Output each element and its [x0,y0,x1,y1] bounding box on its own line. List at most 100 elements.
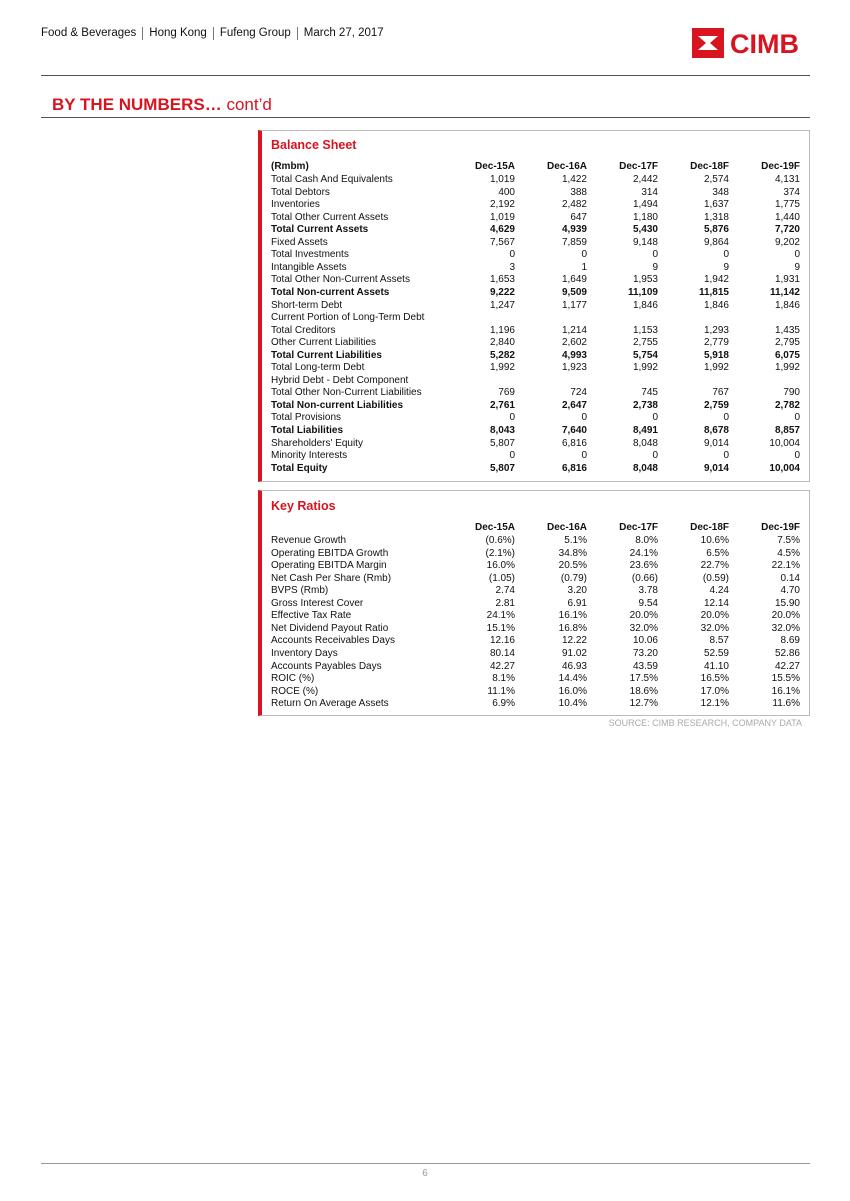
breadcrumb-item: Fufeng Group [212,27,297,40]
cell-value: 8,048 [632,437,658,449]
row-label: Inventories [271,199,320,211]
column-header: Dec-19F [761,522,800,533]
table-title: Key Ratios [271,499,336,513]
breadcrumb-item: March 27, 2017 [296,27,390,40]
cell-value: 4,939 [561,224,587,236]
cell-value: 0 [794,249,800,261]
cell-value: 5,430 [632,224,658,236]
cell-value: 9,014 [703,437,729,449]
cell-value: 4,131 [774,174,800,185]
cell-value: 17.5% [629,673,658,685]
cell-value: 20.0% [629,610,658,622]
cell-value: 388 [570,186,587,198]
row-label: Fixed Assets [271,236,328,248]
cell-value: 1,992 [489,362,515,374]
cell-value: 9,864 [703,236,729,248]
cell-value: 769 [498,387,515,399]
cell-value: 42.27 [489,660,515,672]
cell-value: 73.20 [632,647,658,659]
cell-value: 8.1% [492,673,515,685]
cell-value: 1,422 [561,174,587,185]
breadcrumb-item: Food & Beverages [41,27,137,39]
cell-value: 11,142 [769,286,800,298]
cell-value: 20.0% [771,610,800,622]
row-label: Total Equity [271,462,328,474]
logo-cut [698,36,718,50]
section-title-suffix: cont’d [226,95,272,114]
row-label: Total Cash And Equivalents [271,174,393,185]
cell-value: 8,491 [632,425,658,436]
cell-value: 0 [581,450,587,462]
cell-value: 724 [570,387,587,399]
cell-value: 5,918 [703,349,729,361]
cell-value: 24.1% [486,610,515,622]
cell-value: 2,795 [774,337,800,349]
cell-value: 11.1% [487,685,515,697]
cell-value: 0 [581,412,587,424]
cell-value: 1,177 [561,299,587,311]
row-label: Total Creditors [271,324,336,336]
cell-value: 6.5% [706,547,729,559]
row-label: Total Current Assets [271,224,369,236]
cell-value: 1,180 [632,211,658,223]
key-ratios-box [258,490,810,716]
row-label: Return On Average Assets [271,698,389,710]
cell-value: 46.93 [561,660,587,672]
cell-value: 2,755 [632,337,658,349]
section-title: BY THE NUMBERS… cont’d [52,95,272,115]
cell-value: 22.1% [771,560,800,572]
cell-value: 9 [723,261,729,273]
row-label: Total Provisions [271,412,342,424]
cell-value: 1,318 [703,211,729,223]
cell-value: 7,720 [774,224,800,236]
cell-value: (2.1%) [485,547,515,559]
cell-value: 1,846 [703,299,729,311]
row-label: Total Long-term Debt [271,362,365,374]
column-header: Dec-16A [546,522,587,533]
cell-value: 1,214 [561,324,587,336]
cell-value: 0 [509,249,515,261]
cell-value: 15.5% [771,673,800,685]
footer-rule [41,1163,810,1164]
row-label: Inventory Days [271,647,338,659]
row-label: Total Investments [271,249,349,261]
cell-value: 8.69 [780,635,800,647]
cell-value: 16.8% [558,622,587,634]
cell-value: 17.0% [700,685,729,697]
cell-value: 12.14 [703,597,729,609]
cell-value: 2,442 [632,174,658,185]
cell-value: 2,574 [703,174,729,185]
cell-value: 1,653 [489,274,515,286]
cell-value: 1,153 [632,324,658,336]
cell-value: 6.91 [567,597,587,609]
cell-value: 9.54 [638,597,658,609]
cell-value: (0.6%) [485,535,515,546]
cell-value: 647 [570,211,587,223]
cell-value: 34.8% [558,547,587,559]
cell-value: 1,435 [774,324,800,336]
row-label: Operating EBITDA Growth [271,547,389,559]
section-title-main: BY THE NUMBERS… [52,95,222,114]
column-header: Dec-18F [690,161,729,172]
cell-value: 0 [581,249,587,261]
balance-sheet-box [258,130,810,482]
cell-value: 2,738 [632,399,658,411]
cell-value: 8.57 [709,635,729,647]
column-header: Dec-15A [474,161,515,172]
cell-value: 2,759 [703,399,729,411]
cell-value: 14.4% [558,673,587,685]
cell-value: 22.7% [700,560,729,572]
cell-value: 1,923 [561,362,587,374]
cell-value: 6,816 [561,462,587,474]
row-label: Current Portion of Long-Term Debt [271,312,425,324]
cell-value: (0.79) [560,572,587,584]
cell-value: 9 [794,261,800,273]
cell-value: 20.5% [558,560,587,572]
column-header: Dec-16A [546,161,587,172]
cell-value: 80.14 [489,647,515,659]
row-label: Short-term Debt [271,299,343,311]
cell-value: 1,247 [489,299,515,311]
cell-value: 11,815 [698,286,729,298]
cell-value: 2,761 [489,399,515,411]
column-header: Dec-18F [690,522,729,533]
